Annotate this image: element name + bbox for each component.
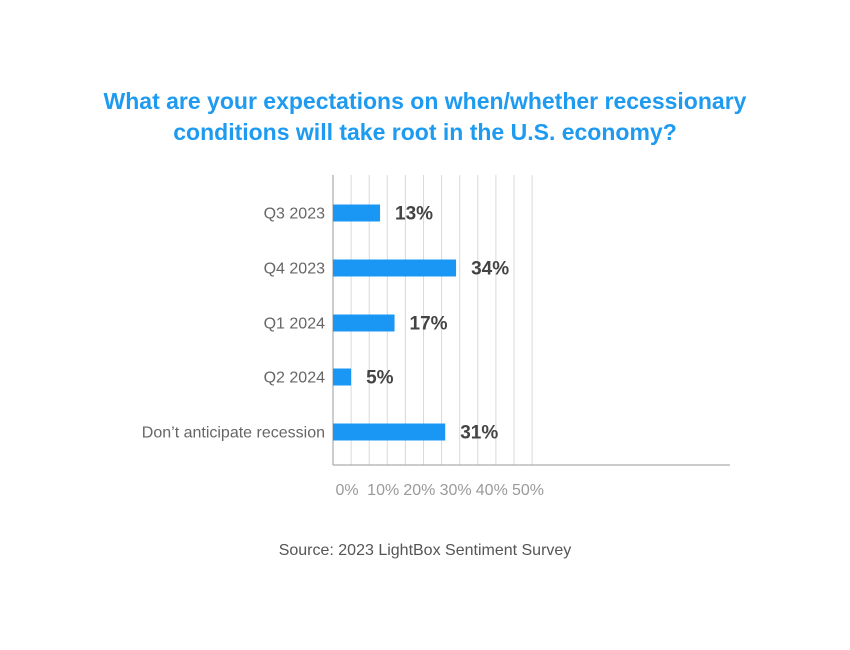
chart-title-line-1: What are your expectations on when/wheth… <box>103 88 747 114</box>
x-tick-label: 20% <box>403 482 435 499</box>
category-label: Q2 2024 <box>264 370 325 387</box>
x-tick-label: 30% <box>440 482 472 499</box>
chart-title: What are your expectations on when/wheth… <box>0 86 850 148</box>
bar-0 <box>333 204 381 222</box>
value-label: 17% <box>410 314 448 335</box>
bar-1 <box>333 259 457 277</box>
x-tick-label: 50% <box>512 482 544 499</box>
chart-title-line-2: conditions will take root in the U.S. ec… <box>173 119 677 145</box>
x-tick-label: 0% <box>335 482 358 499</box>
bar-4 <box>333 423 446 441</box>
value-label: 31% <box>460 423 498 444</box>
source-note: Source: 2023 LightBox Sentiment Survey <box>278 542 572 559</box>
category-label: Q3 2023 <box>264 206 325 223</box>
category-label: Q1 2024 <box>264 316 325 333</box>
value-label: 34% <box>471 259 509 280</box>
category-label: Don’t anticipate recession <box>142 425 325 442</box>
value-label: 5% <box>366 368 394 389</box>
bar-3 <box>333 368 352 386</box>
value-label: 13% <box>395 204 433 225</box>
x-tick-label: 40% <box>476 482 508 499</box>
x-tick-label: 10% <box>367 482 399 499</box>
bar-2 <box>333 314 395 332</box>
category-label: Q4 2023 <box>264 261 325 278</box>
